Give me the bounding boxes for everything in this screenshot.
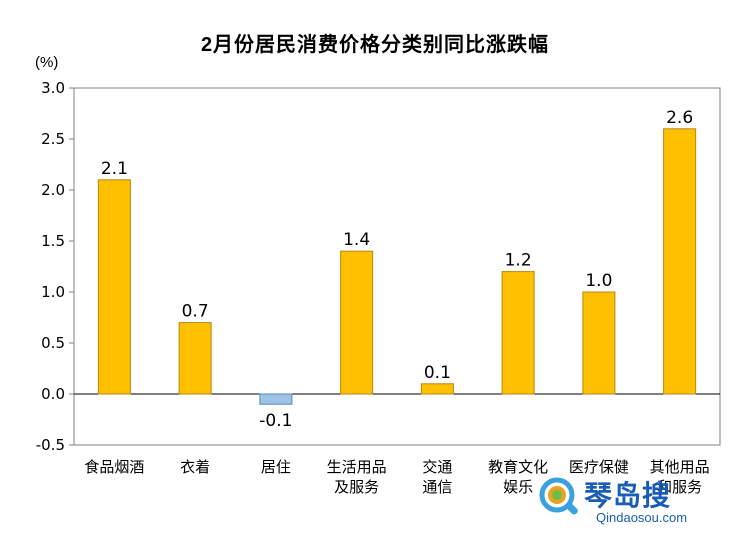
data-label: 1.0 <box>585 271 612 291</box>
data-label: 1.4 <box>343 230 370 250</box>
y-tick-label: 2.5 <box>41 130 65 148</box>
watermark-name: 琴岛搜 <box>584 479 672 512</box>
chart-title: 2月份居民消费价格分类别同比涨跌幅 <box>200 34 550 56</box>
y-axis-unit: (%) <box>35 54 59 71</box>
bar <box>178 322 212 395</box>
y-tick-label: 2.0 <box>41 181 65 199</box>
bar <box>97 179 131 395</box>
bar <box>501 271 535 395</box>
magnifier-logo-icon <box>539 477 578 515</box>
watermark: 琴岛搜 Qindaosou.com <box>538 474 738 530</box>
bar <box>259 393 293 405</box>
data-label: 2.6 <box>666 108 693 128</box>
bar <box>663 128 697 395</box>
data-label: 2.1 <box>101 159 128 179</box>
data-label: 1.2 <box>505 251 532 271</box>
category-label: 通信 <box>422 478 452 496</box>
bar <box>582 291 616 395</box>
category-label: 其他用品 <box>650 458 710 476</box>
y-tick-label: -0.5 <box>36 436 65 454</box>
data-label: 0.7 <box>182 302 209 322</box>
category-label: 衣着 <box>180 458 210 476</box>
bar <box>420 383 454 395</box>
watermark-url: Qindaosou.com <box>596 510 688 525</box>
data-label: 0.1 <box>424 363 451 383</box>
data-label: -0.1 <box>259 411 292 431</box>
y-tick-label: 0.5 <box>41 334 65 352</box>
category-label: 教育文化 <box>488 458 548 476</box>
category-label: 及服务 <box>334 478 379 496</box>
category-label: 食品烟酒 <box>84 458 144 476</box>
category-label: 医疗保健 <box>569 458 629 476</box>
category-label: 居住 <box>261 458 291 476</box>
category-label: 娱乐 <box>503 478 533 496</box>
y-tick-label: 0.0 <box>41 385 65 403</box>
category-label: 交通 <box>422 458 452 476</box>
plot-area-frame <box>73 87 721 446</box>
y-tick-label: 3.0 <box>41 79 65 97</box>
category-label: 生活用品 <box>327 458 387 476</box>
y-tick-label: 1.5 <box>41 232 65 250</box>
bar <box>340 250 374 395</box>
y-tick-label: 1.0 <box>41 283 65 301</box>
category-label: 和服务 <box>657 478 702 496</box>
